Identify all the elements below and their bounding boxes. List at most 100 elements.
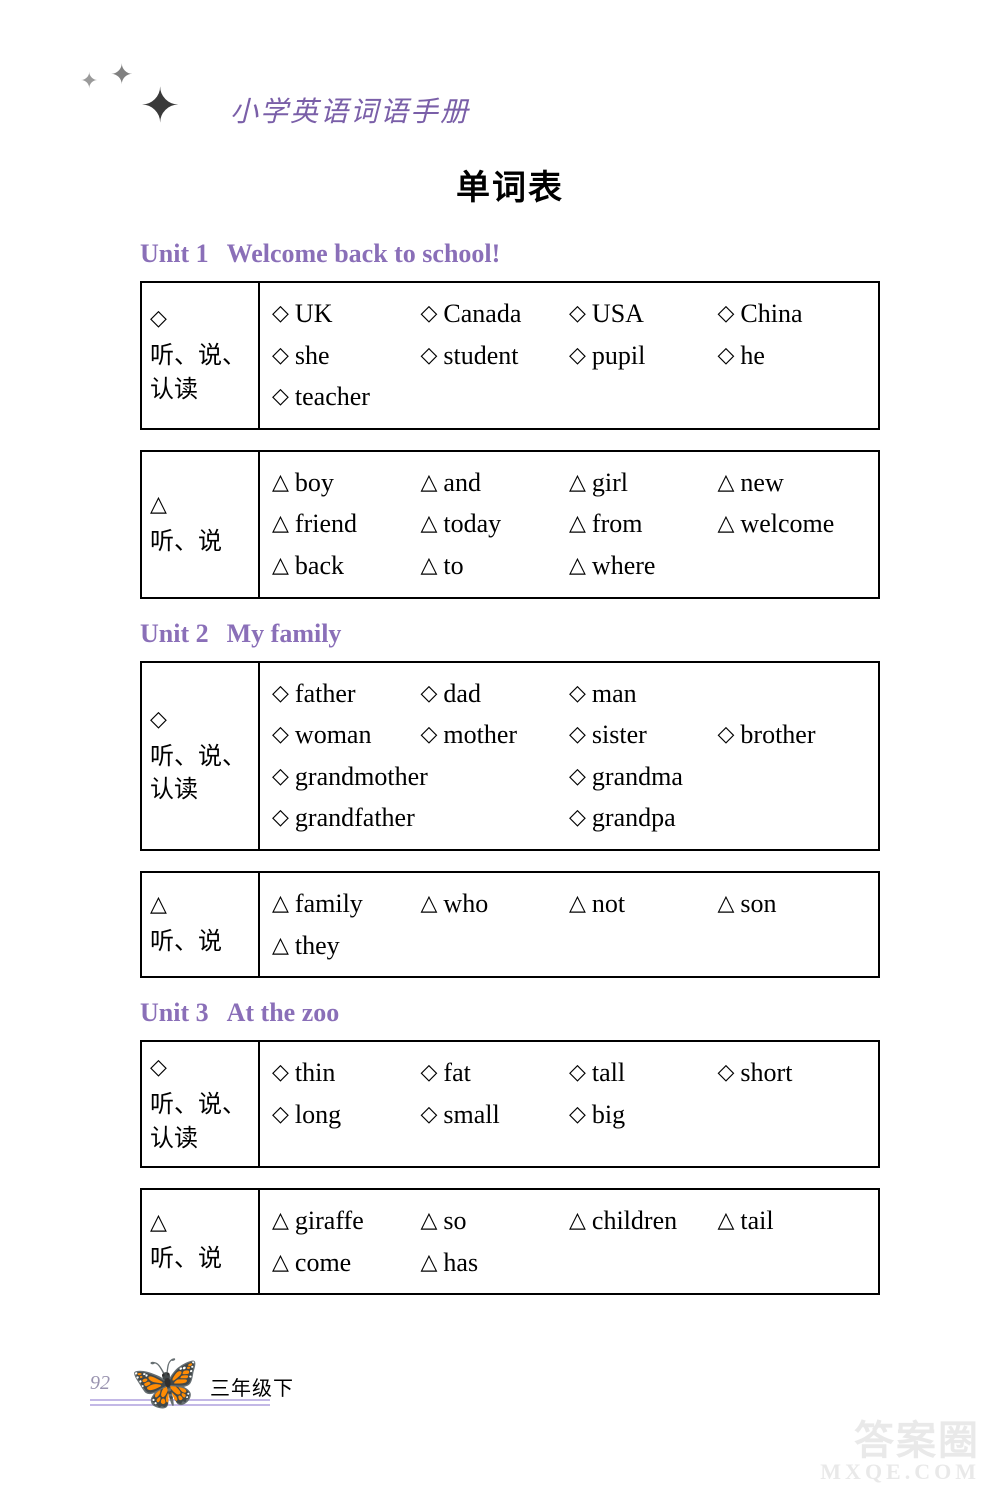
word-text: thin [295,1052,335,1094]
vocab-word: ◇short [718,1052,867,1094]
vocab-word: △come [272,1242,421,1284]
word-text: boy [295,462,334,504]
word-row: △come△has [272,1242,866,1284]
diamond-icon: ◇ [150,704,250,735]
word-row: ◇father◇dad◇man [272,673,866,715]
word-text: small [443,1094,499,1136]
units-container: Unit 1Welcome back to school!◇听、说、认读◇UK◇… [100,239,920,1295]
diamond-icon: ◇ [421,302,438,324]
word-text: student [443,335,518,377]
words-area: ◇UK◇Canada◇USA◇China◇she◇student◇pupil◇h… [260,283,878,428]
word-text: she [295,335,330,377]
word-text: and [443,462,481,504]
diamond-icon: ◇ [272,765,289,787]
word-text: so [443,1200,466,1242]
word-row: △they [272,925,866,967]
vocab-word: △has [421,1242,570,1284]
watermark-main: 答案圈 [854,1418,980,1463]
diamond-icon: ◇ [718,344,735,366]
vocab-word: ◇grandpa [569,797,866,839]
unit-title: Unit 1Welcome back to school! [140,239,920,269]
word-text: family [295,883,363,925]
word-text: has [443,1242,478,1284]
vocab-word: ◇grandfather [272,797,569,839]
word-text: they [295,925,340,967]
word-text: UK [295,293,333,335]
unit-number: Unit 2 [140,619,209,648]
word-row: ◇thin◇fat◇tall◇short [272,1052,866,1094]
words-area: ◇father◇dad◇man◇woman◇mother◇sister◇brot… [260,663,878,849]
vocab-word: ◇ she [272,335,421,377]
word-text: woman [295,714,372,756]
triangle-icon: △ [718,1209,735,1231]
diamond-icon: ◇ [569,765,586,787]
triangle-icon: △ [272,471,289,493]
triangle-icon: △ [718,892,735,914]
unit-number: Unit 3 [140,998,209,1027]
word-text: fat [443,1052,470,1094]
vocab-word: △giraffe [272,1200,421,1242]
box-label: △听、说 [142,873,260,976]
box-label-text: 听、说、认读 [150,741,250,808]
vocab-word: ◇father [272,673,421,715]
triangle-icon: △ [272,892,289,914]
triangle-icon: △ [421,512,438,534]
word-row: △boy△and△girl△new [272,462,866,504]
vocab-word: ◇dad [421,673,570,715]
box-label-text: 听、说、认读 [150,1089,250,1156]
word-row: ◇UK◇Canada◇USA◇China [272,293,866,335]
diamond-icon: ◇ [421,1061,438,1083]
vocab-box: ◇听、说、认读◇UK◇Canada◇USA◇China◇she◇student◇… [140,281,880,430]
word-text: dad [443,673,481,715]
word-text: welcome [740,503,834,545]
vocab-word: ◇tall [569,1052,718,1094]
triangle-icon: △ [569,554,586,576]
star-icon: ✦ [80,68,98,94]
word-row: △family△who△not△son [272,883,866,925]
grade-label: 三年级下 [210,1372,294,1401]
diamond-icon: ◇ [421,723,438,745]
vocab-word: ◇grandmother [272,756,569,798]
triangle-icon: △ [718,512,735,534]
vocab-word: △son [718,883,867,925]
triangle-icon: △ [569,512,586,534]
word-row: △giraffe△so△children△tail [272,1200,866,1242]
star-icon: ✦ [140,78,180,134]
box-label: ◇ 听、说、认读 [142,283,260,428]
header-subtitle: 小学英语词语手册 [230,90,470,130]
word-text: to [443,545,463,587]
vocab-word: △today [421,503,570,545]
word-text: sister [592,714,647,756]
triangle-icon: △ [569,471,586,493]
diamond-icon: ◇ [150,303,250,334]
word-text: son [740,883,776,925]
vocab-word: ◇USA [569,293,718,335]
vocab-word: △who [421,883,570,925]
word-text: grandpa [592,797,676,839]
diamond-icon: ◇ [718,302,735,324]
triangle-icon: △ [272,554,289,576]
word-row: ◇teacher [272,376,866,418]
page: ✦ ✦ ✦ 小学英语词语手册 单词表 Unit 1Welcome back to… [0,0,1000,1493]
vocab-word: ◇man [569,673,718,715]
diamond-icon: ◇ [272,1061,289,1083]
diamond-icon: ◇ [272,723,289,745]
word-text: children [592,1200,677,1242]
page-footer: 92 🦋 三年级下 [90,1333,390,1423]
vocab-word: △not [569,883,718,925]
word-text: grandfather [295,797,415,839]
watermark-sub: MXQE.COM [820,1461,980,1483]
word-text: grandma [592,756,683,798]
vocab-word: △back [272,545,421,587]
vocab-word: △ family [272,883,421,925]
word-text: come [295,1242,351,1284]
diamond-icon: ◇ [272,344,289,366]
triangle-icon: △ [272,512,289,534]
diamond-icon: ◇ [569,1103,586,1125]
box-label-text: 听、说、认读 [150,340,250,407]
vocab-word: ◇Canada [421,293,570,335]
vocab-word: ◇ woman [272,714,421,756]
triangle-icon: △ [421,471,438,493]
diamond-icon: ◇ [569,1061,586,1083]
word-text: mother [443,714,517,756]
